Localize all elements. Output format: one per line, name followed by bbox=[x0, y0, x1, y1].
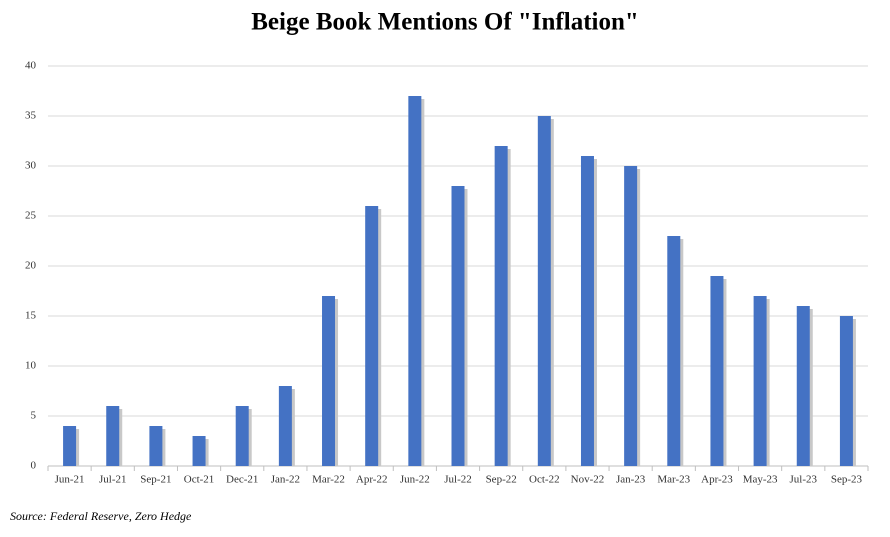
y-tick-label: 0 bbox=[31, 460, 37, 472]
bar bbox=[192, 436, 206, 466]
x-tick-label: Sep-21 bbox=[140, 474, 171, 486]
x-tick-label: Nov-22 bbox=[571, 474, 605, 486]
x-tick-label: Jan-23 bbox=[616, 474, 646, 486]
bar bbox=[63, 426, 77, 466]
bar bbox=[235, 406, 249, 466]
bar bbox=[839, 316, 853, 466]
bar bbox=[278, 386, 292, 466]
x-tick-label: Jul-21 bbox=[99, 474, 127, 486]
bar bbox=[624, 166, 638, 466]
y-tick-label: 20 bbox=[25, 260, 37, 272]
bar bbox=[149, 426, 163, 466]
bar bbox=[365, 206, 379, 466]
bar bbox=[322, 296, 336, 466]
chart-title: Beige Book Mentions Of "Inflation" bbox=[251, 9, 639, 36]
bar bbox=[710, 276, 724, 466]
bar bbox=[796, 306, 810, 466]
x-tick-label: Oct-21 bbox=[184, 474, 215, 486]
x-tick-label: Sep-22 bbox=[486, 474, 517, 486]
y-tick-label: 10 bbox=[25, 360, 37, 372]
bar bbox=[451, 186, 465, 466]
y-tick-label: 25 bbox=[25, 210, 37, 222]
bar bbox=[408, 96, 422, 466]
y-tick-label: 35 bbox=[25, 110, 37, 122]
y-tick-label: 15 bbox=[25, 310, 37, 322]
x-tick-label: Sep-23 bbox=[831, 474, 863, 486]
bar bbox=[667, 236, 681, 466]
bar bbox=[580, 156, 594, 466]
source-note: Source: Federal Reserve, Zero Hedge bbox=[10, 509, 192, 523]
x-tick-label: Jan-22 bbox=[271, 474, 300, 486]
x-tick-label: Mar-22 bbox=[312, 474, 345, 486]
x-tick-label: Mar-23 bbox=[657, 474, 690, 486]
x-tick-label: May-23 bbox=[743, 474, 778, 486]
y-tick-label: 5 bbox=[31, 410, 37, 422]
x-tick-label: Oct-22 bbox=[529, 474, 560, 486]
x-tick-label: Jul-23 bbox=[790, 474, 818, 486]
bar bbox=[106, 406, 120, 466]
y-tick-label: 30 bbox=[25, 160, 37, 172]
x-tick-label: Apr-22 bbox=[356, 474, 388, 486]
x-tick-label: Jun-21 bbox=[55, 474, 85, 486]
x-tick-label: Apr-23 bbox=[701, 474, 733, 486]
y-tick-label: 40 bbox=[25, 60, 37, 72]
bar bbox=[494, 146, 508, 466]
bar bbox=[753, 296, 767, 466]
x-tick-label: Dec-21 bbox=[226, 474, 258, 486]
x-tick-label: Jul-22 bbox=[444, 474, 472, 486]
bar bbox=[537, 116, 551, 466]
x-tick-label: Jun-22 bbox=[400, 474, 430, 486]
